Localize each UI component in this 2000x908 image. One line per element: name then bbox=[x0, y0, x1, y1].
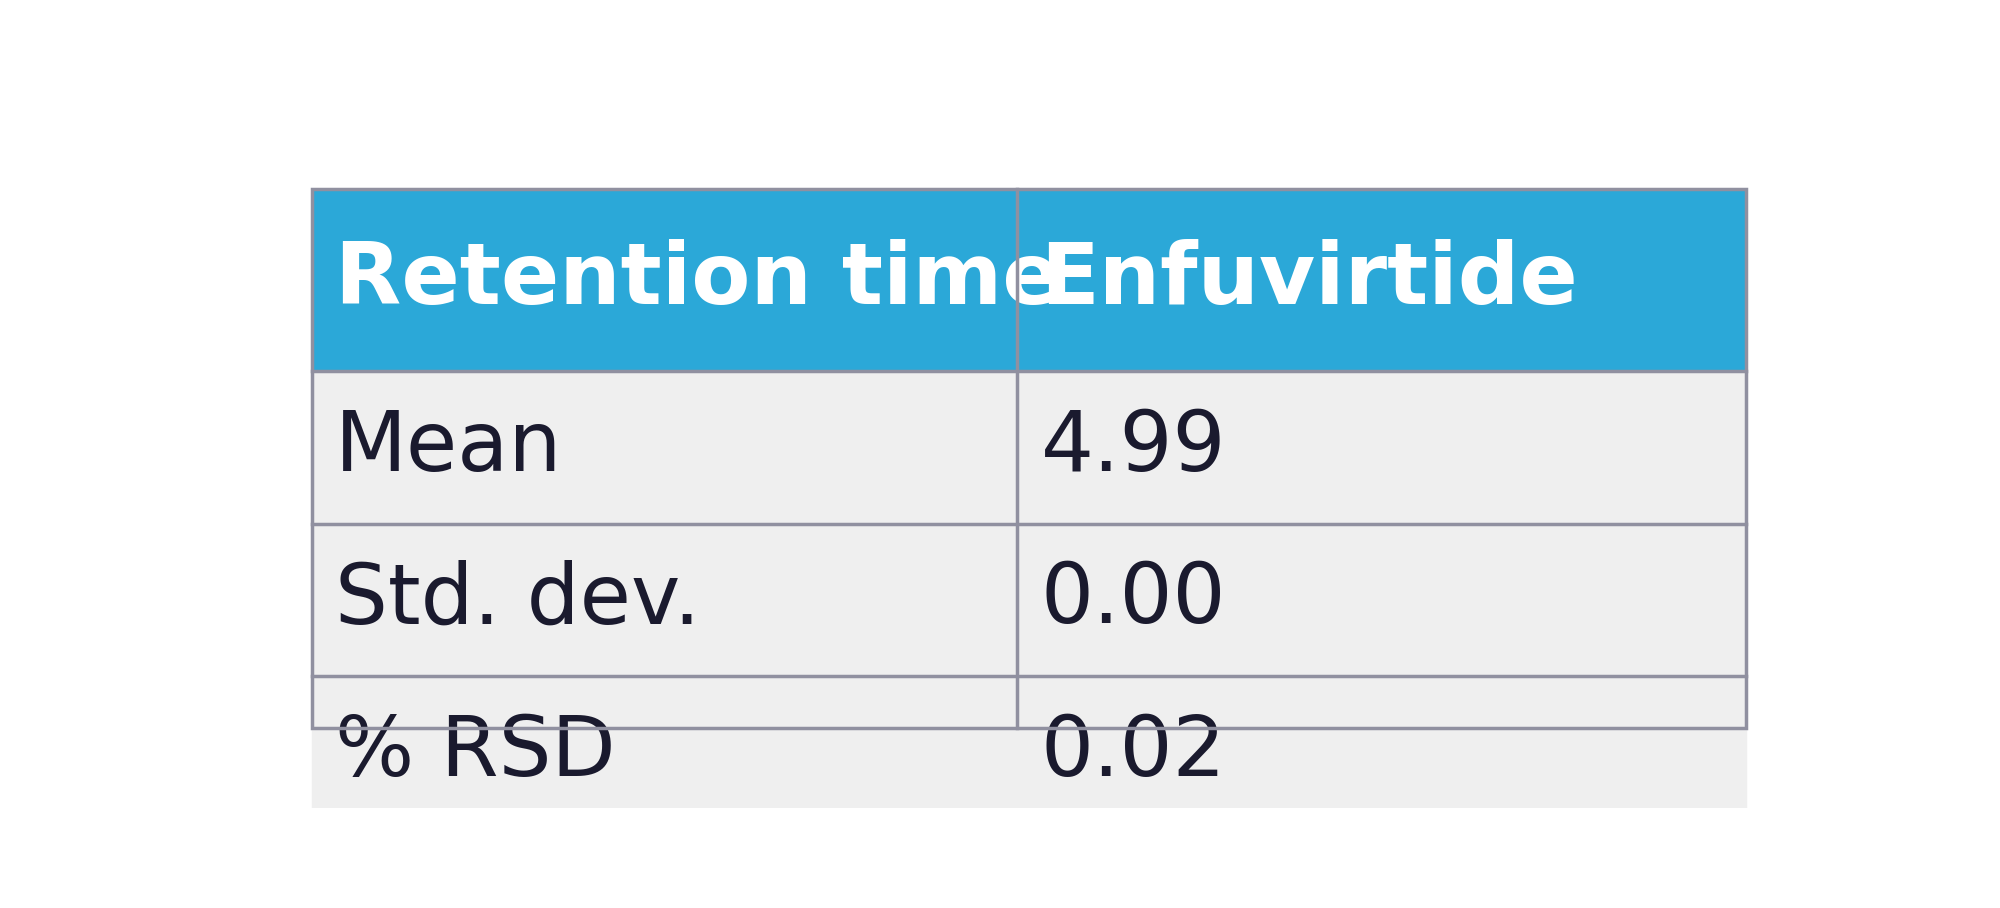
Bar bbox=[1018, 524, 1746, 676]
Text: Enfuvirtide: Enfuvirtide bbox=[1040, 239, 1578, 321]
Text: 0.00: 0.00 bbox=[1040, 559, 1226, 640]
Bar bbox=[312, 190, 1746, 727]
Bar bbox=[312, 524, 1018, 676]
Text: Std. dev.: Std. dev. bbox=[336, 559, 700, 640]
Bar bbox=[1018, 190, 1746, 371]
Bar bbox=[312, 190, 1018, 371]
Bar bbox=[312, 676, 1018, 828]
Text: 4.99: 4.99 bbox=[1040, 407, 1226, 488]
Bar bbox=[312, 371, 1018, 524]
Text: Retention time: Retention time bbox=[336, 239, 1060, 321]
Text: Mean: Mean bbox=[336, 407, 562, 488]
Text: 0.02: 0.02 bbox=[1040, 712, 1226, 793]
Text: % RSD: % RSD bbox=[336, 712, 616, 793]
Bar bbox=[1018, 676, 1746, 828]
Bar bbox=[1018, 371, 1746, 524]
